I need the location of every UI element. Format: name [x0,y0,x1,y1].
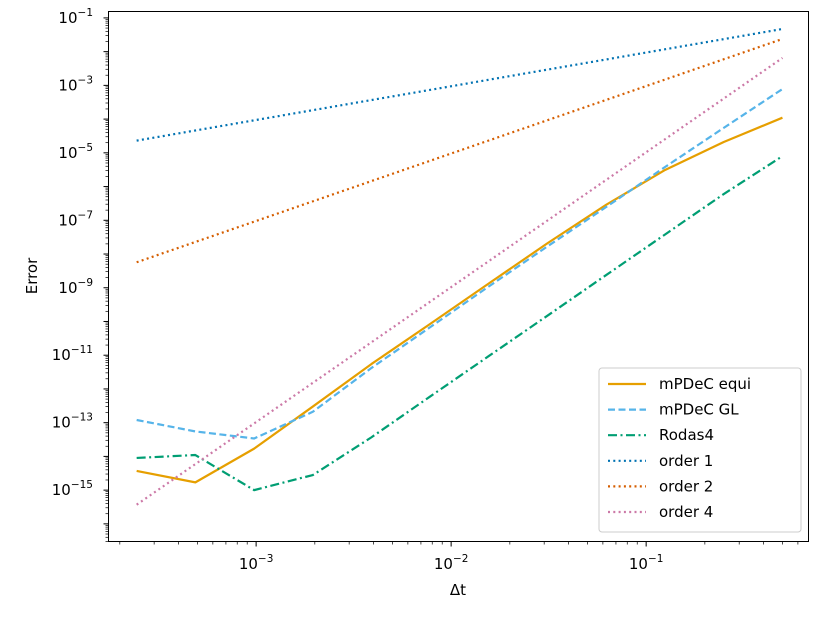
x-tick-label: 10−2 [434,553,469,573]
series-line-0 [136,116,783,484]
y-tick-label: 10−7 [58,209,93,229]
legend-label-5: order 4 [659,503,713,521]
legend-label-2: Rodas4 [659,426,714,444]
y-axis-label: Error [23,257,41,294]
series-line-5 [136,57,784,506]
y-tick-label: 10−9 [58,277,93,297]
y-tick-label: 10−13 [52,412,93,432]
x-axis-label: Δt [450,581,466,599]
y-tick-label: 10−11 [52,344,93,364]
y-tick-label: 10−5 [58,142,93,162]
y-axis: 10−15 10−13 10−11 10−9 10−7 10−5 10−3 10−1 [52,7,109,542]
plot-frame [108,11,809,542]
legend-label-1: mPDeC GL [659,401,739,419]
legend-box [598,367,802,533]
x-tick-label: 10−3 [239,553,274,573]
series-line-1 [136,88,784,440]
y-tick-label: 10−3 [58,74,93,94]
plot-lines [136,27,784,506]
series-line-2 [136,155,784,492]
y-tick-label: 10−15 [52,479,93,499]
legend-label-0: mPDeC equi [659,375,751,393]
y-tick-label: 10−1 [58,7,93,27]
legend-label-4: order 2 [659,477,713,495]
series-line-4 [136,37,783,264]
x-tick-label: 10−1 [629,553,664,573]
x-axis: 10−3 10−2 10−1 [119,541,799,573]
legend-label-3: order 1 [659,452,713,470]
legend: mPDeC equi mPDeC GL Rodas4 order 1 order 2 or… [598,367,802,533]
series-line-3 [136,27,783,142]
